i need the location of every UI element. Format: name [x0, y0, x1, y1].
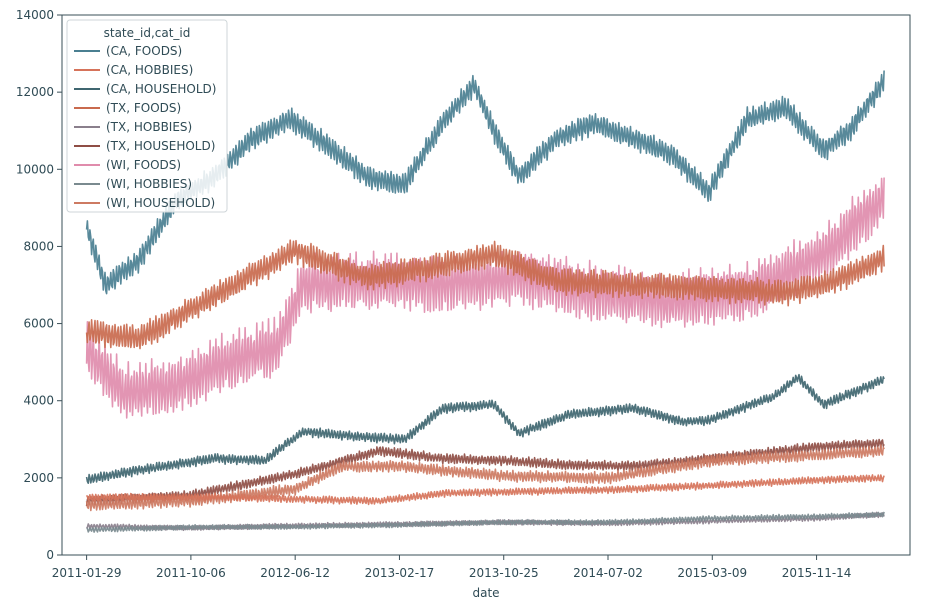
y-tick-label: 4000 — [23, 394, 54, 408]
series-line — [85, 239, 885, 350]
y-tick-label: 8000 — [23, 239, 54, 253]
legend-label: (WI, HOBBIES) — [106, 177, 192, 191]
series-line — [85, 177, 885, 419]
y-tick-label: 12000 — [16, 85, 54, 99]
legend-label: (TX, FOODS) — [106, 101, 181, 115]
legend-label: (CA, HOUSEHOLD) — [106, 82, 216, 96]
legend-label: (CA, HOBBIES) — [106, 63, 193, 77]
x-tick-label: 2011-01-29 — [52, 566, 122, 580]
legend-items: (CA, FOODS) (CA, HOBBIES) (CA, HOUSEHOLD) (… — [74, 44, 216, 210]
legend: state_id,cat_id (CA, FOODS) (CA, HOBBIES)… — [66, 19, 228, 213]
y-tick-label: 0 — [46, 548, 54, 562]
y-tick-label: 10000 — [16, 162, 54, 176]
series-line — [86, 511, 885, 533]
x-tick-label: 2014-07-02 — [573, 566, 643, 580]
axes-layer: 0 2000 4000 6000 8000 10000 12000 14000 2011-01-… — [16, 8, 852, 580]
x-axis-label: date — [472, 586, 499, 600]
y-tick-label: 14000 — [16, 8, 54, 22]
legend-label: (TX, HOUSEHOLD) — [106, 139, 215, 153]
legend-title: state_id,cat_id — [104, 26, 191, 40]
x-tick-label: 2013-10-25 — [469, 566, 539, 580]
series-line — [85, 474, 885, 506]
legend-label: (WI, HOUSEHOLD) — [106, 196, 215, 210]
y-tick-label: 6000 — [23, 317, 54, 331]
legend-label: (WI, FOODS) — [106, 158, 181, 172]
series-line — [85, 438, 885, 507]
y-tick-label: 2000 — [23, 471, 54, 485]
legend-label: (TX, HOBBIES) — [106, 120, 192, 134]
series-line — [85, 373, 885, 484]
series-line — [85, 444, 885, 512]
x-tick-label: 2013-02-17 — [365, 566, 435, 580]
x-tick-label: 2011-10-06 — [156, 566, 226, 580]
legend-label: (CA, FOODS) — [106, 44, 182, 58]
x-tick-label: 2012-06-12 — [260, 566, 330, 580]
x-tick-label: 2015-11-14 — [782, 566, 852, 580]
legend-box — [66, 19, 228, 213]
x-tick-label: 2015-03-09 — [677, 566, 747, 580]
